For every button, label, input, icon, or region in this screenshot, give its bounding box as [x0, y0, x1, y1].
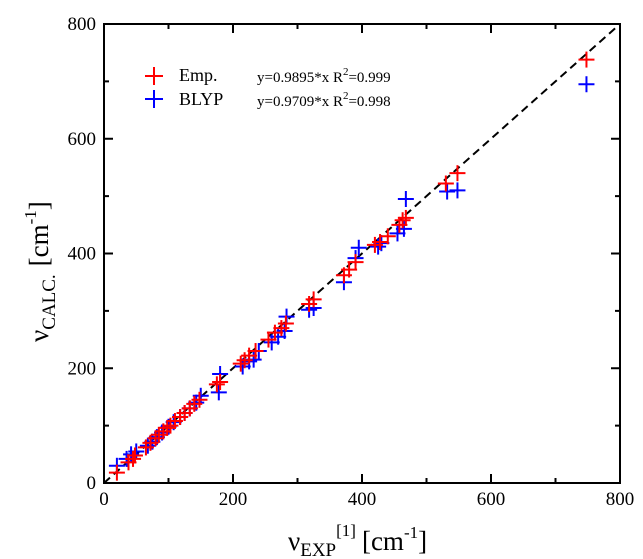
data-point [370, 238, 387, 255]
data-point [208, 376, 225, 393]
data-point [147, 430, 164, 447]
equation-emp-main: y=0.9895*x R [257, 70, 343, 86]
x-label-unit: [cm [362, 526, 404, 556]
data-point [350, 239, 367, 256]
data-point [125, 450, 142, 467]
x-tick-label: 200 [219, 489, 248, 510]
legend-entry-emp: Emp. y=0.9895*x R2=0.999 [145, 65, 391, 86]
data-point [578, 51, 595, 68]
legend-equation-blyp: y=0.9709*x R2=0.998 [257, 90, 391, 110]
y-tick-label: 800 [68, 14, 97, 35]
y-tick-label: 400 [68, 244, 97, 265]
reference-line [103, 23, 621, 484]
data-point [397, 209, 414, 226]
data-point [159, 419, 176, 436]
data-point [108, 464, 125, 481]
data-point [439, 183, 456, 200]
x-tick-label: 600 [477, 489, 506, 510]
data-point [128, 443, 145, 460]
equation-blyp-end: =0.998 [348, 94, 390, 110]
x-tick-label: 400 [348, 489, 377, 510]
series-layer [108, 51, 595, 481]
data-point [232, 355, 249, 372]
x-label-sub: EXP [300, 540, 336, 559]
x-label-unit-close: ] [418, 526, 427, 556]
data-point [449, 182, 466, 199]
x-label-base: ν [288, 526, 300, 556]
data-point [437, 175, 454, 192]
y-axis-label: νCALC. [cm-1] [21, 201, 60, 342]
data-point [379, 228, 396, 245]
data-point [126, 447, 143, 464]
y-label-unit-exp: -1 [21, 210, 40, 224]
y-tick-label: 0 [87, 473, 97, 494]
y-label-base: ν [24, 330, 54, 342]
data-point [449, 165, 466, 182]
legend-entry-blyp: BLYP y=0.9709*x R2=0.998 [145, 89, 391, 110]
data-point [276, 322, 293, 339]
plot-area: 0 200 400 600 800 0 200 400 600 800 [68, 14, 635, 510]
data-point [394, 212, 411, 229]
data-point [305, 291, 322, 308]
y-label-unit: [cm [24, 224, 54, 266]
ticks-layer: 0 200 400 600 800 0 200 400 600 800 [68, 14, 635, 510]
equation-emp-end: =0.999 [348, 70, 390, 86]
data-point [578, 76, 595, 93]
y-tick-label: 600 [68, 129, 97, 150]
data-point [373, 235, 390, 252]
data-point [210, 384, 227, 401]
data-point [260, 331, 277, 348]
equation-emp-sup: 2 [343, 66, 349, 78]
legend-label-emp: Emp. [179, 65, 218, 85]
equation-blyp-sup: 2 [343, 90, 349, 102]
x-label-unit-exp: -1 [404, 523, 418, 542]
y-tick-label: 200 [68, 358, 97, 379]
data-point [191, 391, 208, 408]
x-tick-label: 800 [606, 489, 635, 510]
legend-label-blyp: BLYP [179, 89, 223, 109]
data-point [192, 387, 209, 404]
data-point [277, 315, 294, 332]
data-point [397, 190, 414, 207]
equation-blyp-main: y=0.9709*x R [257, 94, 343, 110]
data-point [212, 374, 229, 391]
data-point [341, 261, 358, 278]
x-tick-label: 0 [99, 489, 109, 510]
legend-equation-emp: y=0.9895*x R2=0.999 [257, 66, 391, 86]
series-emp [108, 51, 595, 481]
data-point [247, 343, 264, 360]
legend: Emp. y=0.9895*x R2=0.999 BLYP y=0.9709*x… [145, 65, 391, 110]
data-point [347, 254, 364, 271]
y-label-unit-close: ] [24, 201, 54, 210]
y-label-sub: CALC. [39, 274, 60, 329]
x-axis-label: νEXP[1] [cm-1] [288, 521, 427, 559]
x-label-sup: [1] [336, 521, 356, 540]
